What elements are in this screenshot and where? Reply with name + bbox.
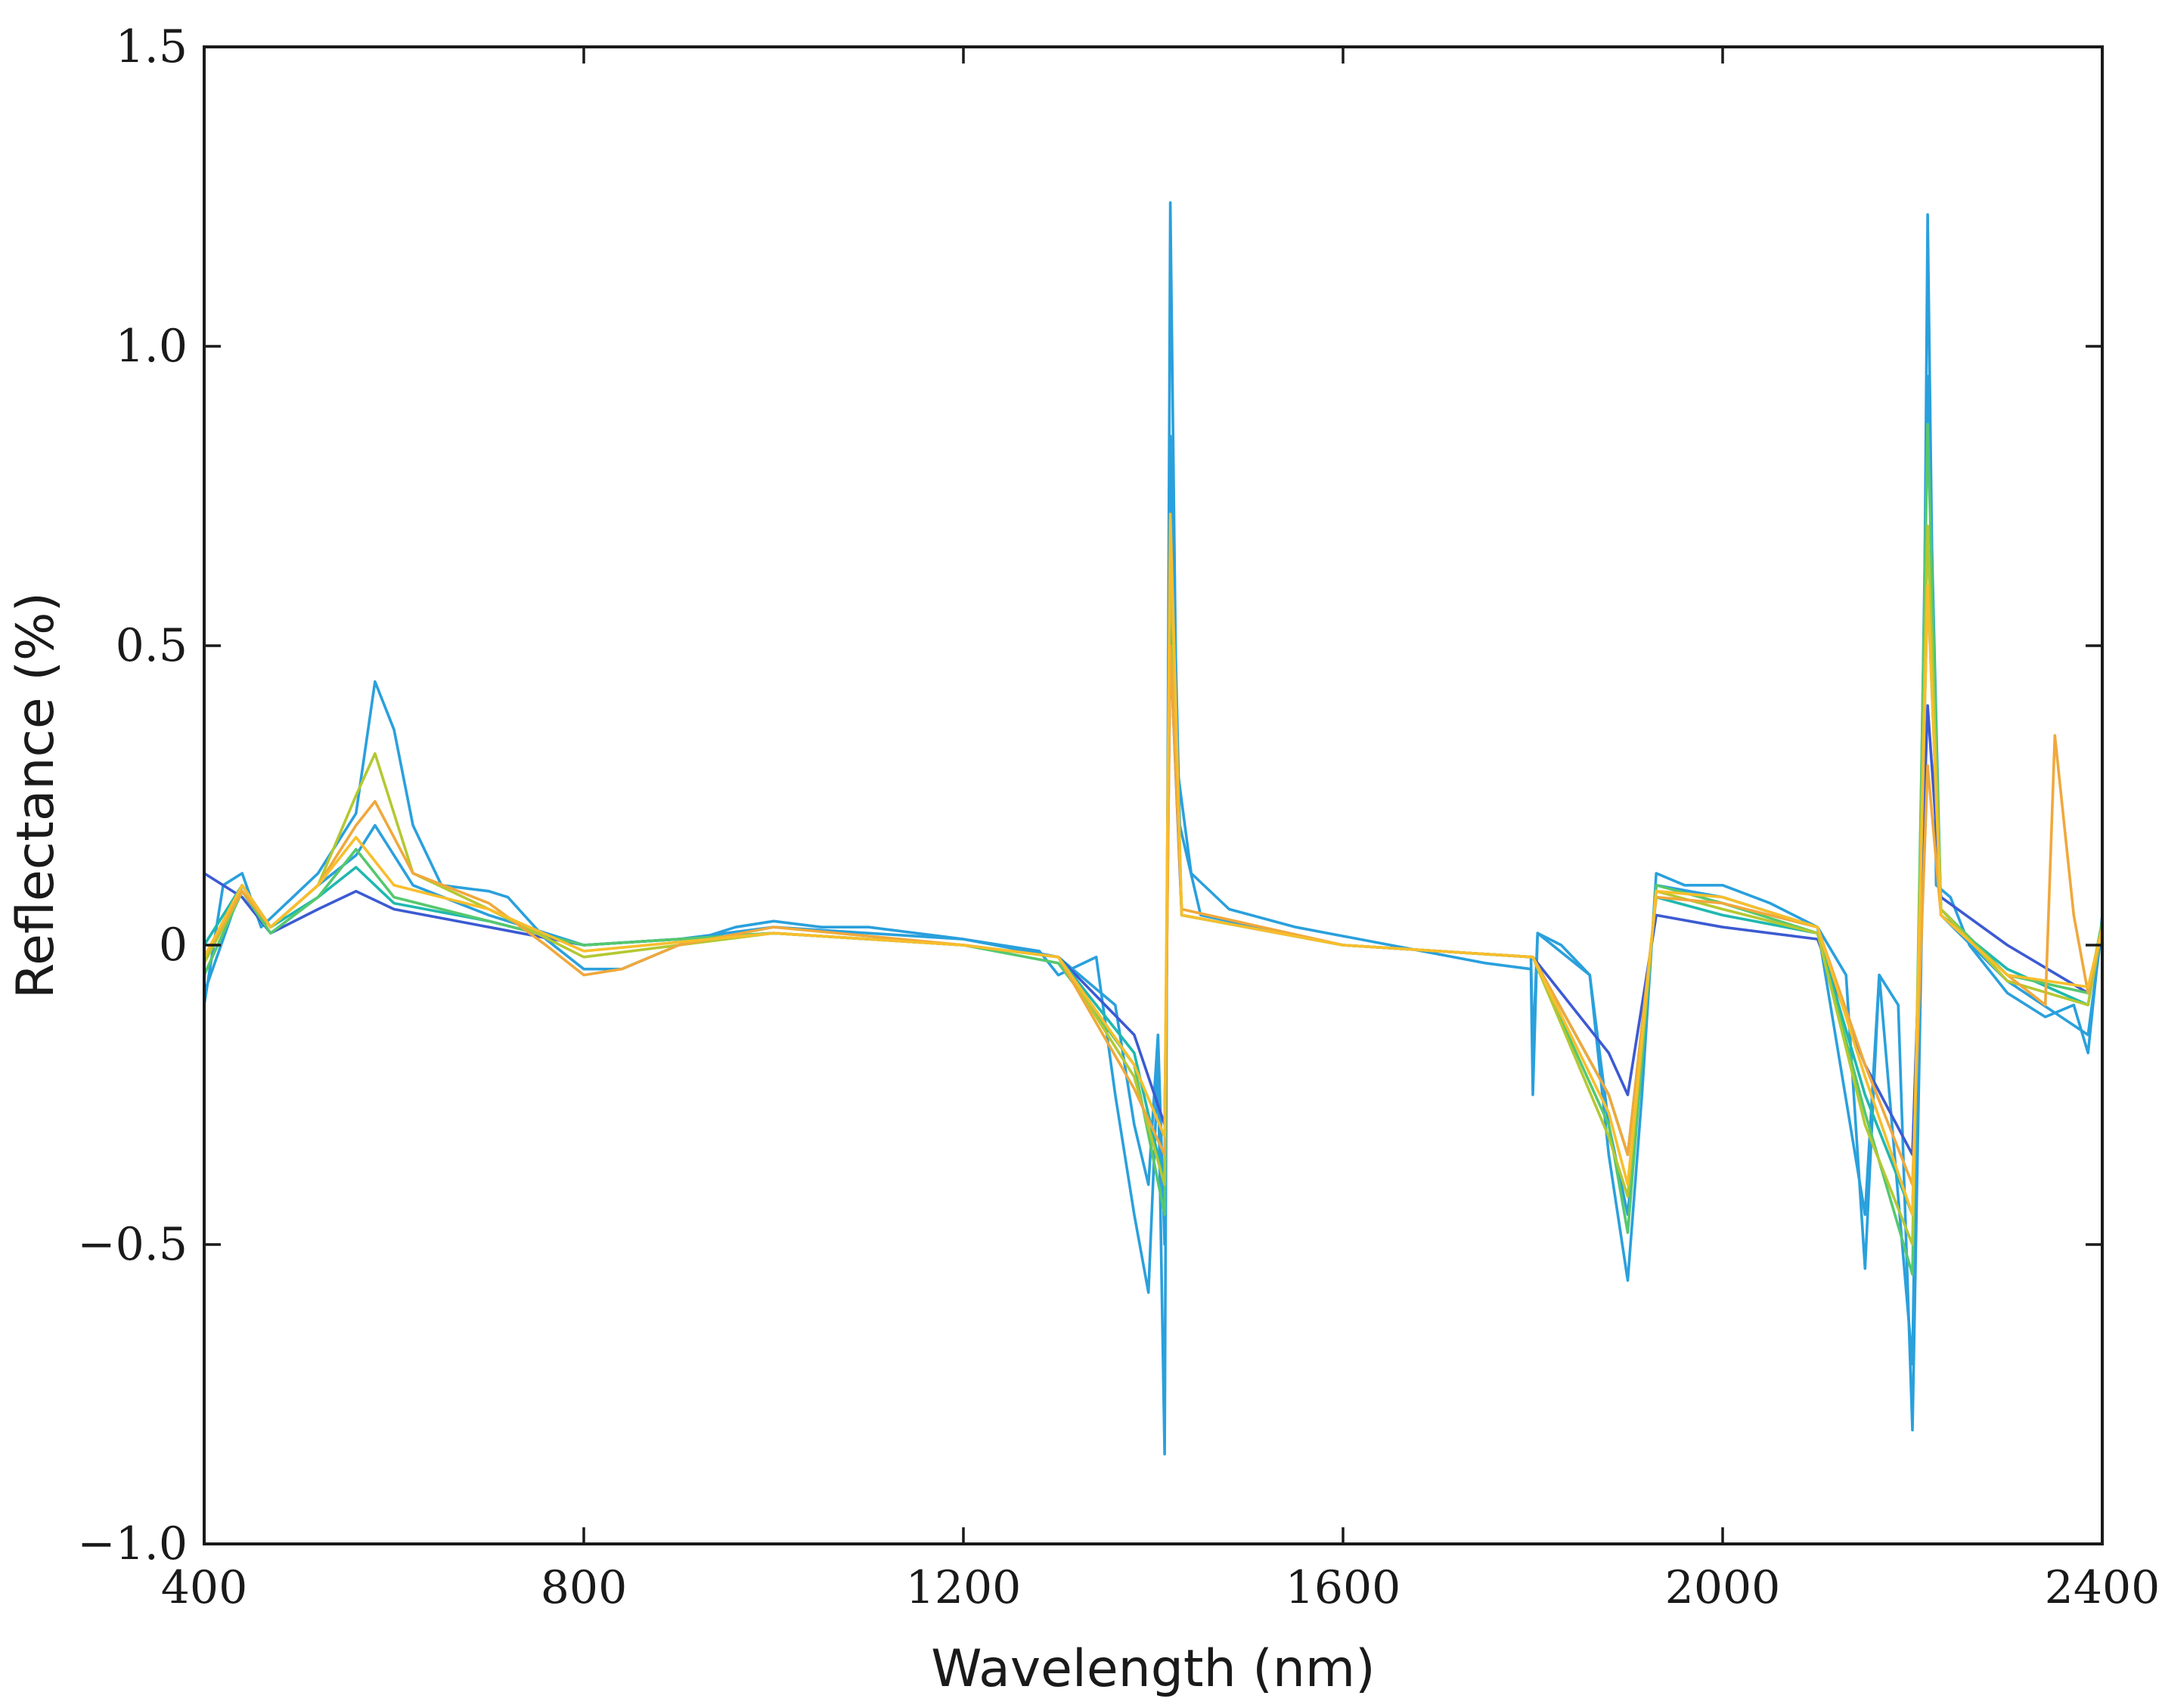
x-tick-label-400: 400 [161, 1561, 248, 1614]
x-tick-label-1200: 1200 [906, 1561, 1022, 1614]
series-lines [203, 201, 2104, 1455]
plot-frame [203, 45, 2104, 1545]
y-tick-label-4: 1.0 [116, 320, 188, 373]
y-tick-label-3: 0.5 [116, 619, 188, 672]
series-line-8 [203, 512, 2104, 1217]
y-axis-label: Reflectance (%) [6, 592, 66, 999]
y-tick-label-0: −1.0 [77, 1517, 188, 1570]
x-tick-label-2400: 2400 [2045, 1561, 2160, 1614]
y-tick-label-2: 0 [159, 919, 188, 972]
x-axis-label: Wavelength (nm) [931, 1639, 1375, 1699]
x-tick-label-2000: 2000 [1665, 1561, 1781, 1614]
y-tick-label-1: −0.5 [77, 1218, 188, 1271]
axis-ticks: 400 800 1200 1600 2000 2400 −1.0 −0.5 0 0.5 1.0 1.5 [77, 20, 2160, 1614]
x-tick-label-800: 800 [541, 1561, 628, 1614]
x-tick-label-1600: 1600 [1286, 1561, 1401, 1614]
y-tick-label-5: 1.5 [116, 20, 188, 73]
series-line-2 [203, 374, 2104, 1366]
series-line-3 [203, 644, 2104, 1156]
series-line-1 [203, 201, 2104, 1455]
